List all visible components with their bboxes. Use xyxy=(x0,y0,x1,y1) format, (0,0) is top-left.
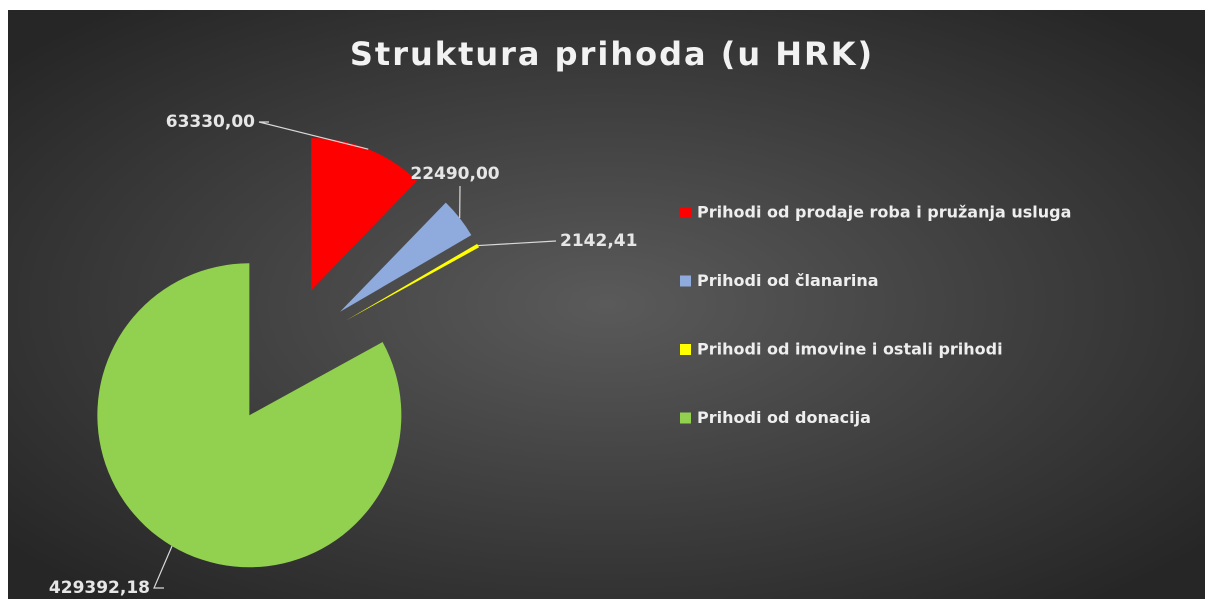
leader-line xyxy=(258,121,369,150)
legend-label: Prihodi od imovine i ostali prihodi xyxy=(697,340,1003,359)
data-label: 63330,00 xyxy=(166,112,255,132)
legend-label: Prihodi od donacija xyxy=(697,408,871,427)
data-label: 2142,41 xyxy=(560,231,637,251)
leader-line xyxy=(478,240,557,247)
leader-line xyxy=(153,545,173,589)
pie-slice xyxy=(340,202,472,312)
legend-swatch xyxy=(680,275,691,287)
legend-label: Prihodi od članarina xyxy=(697,271,879,290)
legend-swatch xyxy=(680,344,691,355)
legend-label: Prihodi od prodaje roba i pružanja uslug… xyxy=(697,203,1071,222)
pie-slice xyxy=(311,138,417,291)
chart-title: Struktura prihoda (u HRK) xyxy=(350,35,874,73)
legend-swatch xyxy=(680,207,691,218)
pie-slice xyxy=(97,263,402,568)
data-label: 429392,18 xyxy=(49,578,150,598)
data-label: 22490,00 xyxy=(410,164,499,184)
legend-swatch xyxy=(680,412,691,424)
pie-slice xyxy=(345,243,480,321)
